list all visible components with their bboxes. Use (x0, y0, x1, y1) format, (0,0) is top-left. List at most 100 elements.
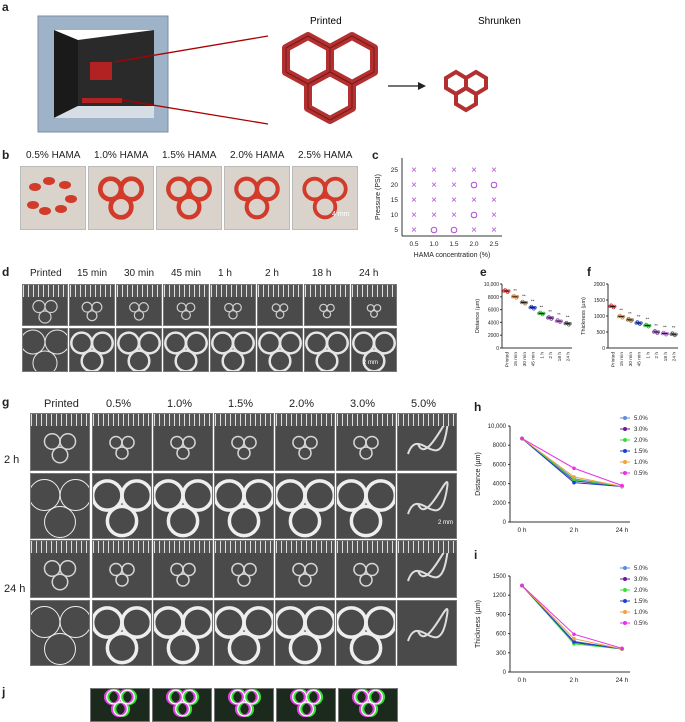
y-tick-label: 8000 (488, 295, 499, 301)
legend-marker (623, 438, 627, 442)
concentration-label: 1.5% (228, 398, 254, 410)
sample (407, 481, 449, 515)
legend-label: 0.5% (634, 471, 648, 477)
significance-label: ** (654, 323, 658, 328)
x-tick-label: 2.5 (489, 241, 498, 248)
panel-g-photo (275, 540, 335, 598)
honeycomb (129, 302, 149, 321)
panel-b-sample (234, 176, 280, 220)
ruler (398, 414, 456, 426)
x-tick-label: 30 min (628, 352, 634, 367)
cross-mark: × (411, 225, 417, 236)
y-tick-label: 8000 (493, 443, 507, 449)
panel-g-photo (214, 413, 274, 471)
honeycomb (170, 562, 196, 587)
panel-b-photo (156, 166, 222, 230)
ruler (211, 285, 255, 297)
cross-mark: × (491, 195, 497, 206)
panel-f-label: f (587, 265, 591, 279)
ruler (337, 541, 395, 553)
sample-zoom (352, 331, 396, 371)
panel-j-overlay (214, 688, 274, 722)
hydrogel-honeycomb (97, 176, 145, 220)
x-tick-label: 2.0 (469, 241, 478, 248)
sample (292, 562, 318, 587)
sample (170, 435, 196, 460)
panel-d-top-photo (116, 284, 162, 326)
panel-b-caption: 2.5% HAMA (298, 150, 353, 161)
chart-h: 0 2000 4000 6000 8000 10,000 0 h 2 h 24 h Distanc… (475, 416, 648, 534)
panel-g-photo (397, 413, 457, 471)
honeycomb (109, 435, 135, 460)
chart-i: 0 300 600 900 1200 1500 0 h 2 h 24 h Thickness (µ… (475, 566, 648, 684)
panel-g-photo (275, 413, 335, 471)
y-axis-label: Distance (µm) (475, 299, 481, 334)
sample (129, 302, 149, 321)
cross-mark: × (411, 180, 417, 191)
sample-zoom (117, 331, 161, 371)
ruler (215, 414, 273, 426)
sample (109, 435, 135, 460)
ruler (117, 285, 161, 297)
panel-j-overlay (152, 688, 212, 722)
panel-g-photo (214, 600, 274, 666)
y-axis-label: Distance (µm) (475, 452, 482, 496)
x-tick-label: 45 min (531, 352, 537, 367)
sample (215, 606, 273, 665)
sample (43, 560, 77, 591)
ruler (31, 541, 89, 553)
ruler (352, 285, 396, 297)
y-tick-label: 0 (496, 346, 499, 352)
x-tick-label: 45 min (637, 352, 643, 367)
panel-g-photo (92, 413, 152, 471)
panel-d-bottom-photo (116, 328, 162, 372)
sample (271, 303, 289, 319)
x-tick-label: 1 h (645, 352, 651, 359)
significance-label: ** (672, 325, 676, 330)
significance-label: ** (646, 317, 650, 322)
y-tick-label: 1500 (594, 298, 605, 304)
honeycomb (292, 435, 318, 460)
sample (366, 304, 382, 318)
shrunken-title: Shrunken (478, 16, 521, 27)
honeycomb-zoom (154, 606, 212, 665)
legend-label: 3.0% (634, 427, 648, 433)
honeycomb-zoom (70, 331, 114, 371)
panel-b-photo (292, 166, 358, 230)
significance-label: ** (522, 294, 526, 299)
white-overlap (106, 689, 135, 717)
panel-b-sample (27, 177, 77, 215)
panel-g-photo (30, 473, 90, 539)
legend-label: 1.0% (634, 610, 648, 616)
ruler (337, 414, 395, 426)
honeycomb-zoom (211, 331, 255, 371)
panel-j-overlay (338, 688, 398, 722)
panel-d-bottom-photo (257, 328, 303, 372)
honeycomb (231, 435, 257, 460)
x-tick-label: 0 h (517, 677, 526, 684)
cross-mark: × (451, 210, 457, 221)
panel-d-bottom-photo (210, 328, 256, 372)
sample (292, 435, 318, 460)
ruler (31, 414, 89, 426)
y-axis-label: Thickness (µm) (475, 600, 482, 648)
y-tick-label: 600 (496, 632, 507, 638)
circle-mark (450, 226, 458, 234)
panel-g-photo (92, 473, 152, 539)
legend-label: 1.0% (634, 460, 648, 466)
ruler (305, 285, 349, 297)
legend-marker (623, 416, 627, 420)
honeycomb (170, 435, 196, 460)
honeycomb-zoom (276, 479, 334, 538)
row-2h-label: 2 h (4, 454, 20, 466)
x-tick-label: 24 h (672, 352, 678, 362)
legend-label: 3.0% (634, 577, 648, 583)
series-point (572, 636, 576, 641)
panel-b-photo (224, 166, 290, 230)
series-point (572, 480, 576, 485)
overlay-sample (165, 689, 200, 718)
panel-a-illustration: Printed Shrunken (37, 15, 521, 133)
panel-g-photo (153, 540, 213, 598)
panel-d-bottom-photo (69, 328, 115, 372)
panel-b-sample (97, 176, 145, 220)
